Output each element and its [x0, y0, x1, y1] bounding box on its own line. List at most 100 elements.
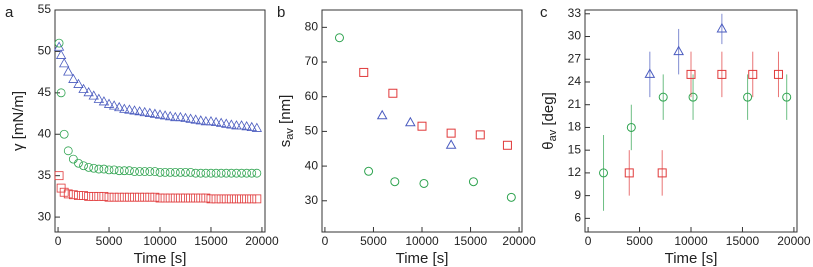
marker — [216, 168, 226, 178]
marker — [658, 92, 668, 102]
x-tick-label: 0 — [585, 234, 592, 248]
marker — [149, 108, 161, 118]
marker — [104, 165, 114, 175]
y-axis-title-unit: [nm] — [277, 95, 294, 128]
marker — [125, 192, 134, 202]
marker — [186, 167, 195, 177]
x-tick-label: 15000 — [194, 234, 228, 248]
marker — [626, 122, 636, 132]
y-axis-title-unit: [deg] — [540, 92, 557, 130]
marker — [175, 111, 186, 122]
marker — [54, 38, 64, 48]
marker — [242, 168, 252, 178]
marker — [215, 117, 227, 127]
marker — [135, 192, 145, 202]
y-tick-label: 27 — [568, 51, 582, 65]
y-tick-label: 60 — [305, 89, 319, 103]
marker — [252, 194, 262, 204]
marker — [206, 194, 216, 204]
marker — [99, 191, 109, 201]
marker — [232, 194, 241, 204]
marker — [226, 194, 236, 204]
marker — [58, 58, 70, 68]
marker — [130, 167, 139, 176]
marker — [364, 166, 374, 176]
y-tick-label: 9 — [574, 188, 581, 202]
panel-label: b — [277, 4, 285, 21]
marker — [468, 177, 478, 187]
y-tick-label: 45 — [38, 85, 52, 99]
marker — [205, 116, 217, 126]
marker — [68, 154, 78, 164]
marker — [139, 106, 150, 117]
marker — [134, 106, 145, 116]
marker — [94, 191, 104, 201]
y-axis-title-main: s — [277, 140, 294, 148]
marker — [53, 41, 65, 51]
marker — [237, 168, 246, 178]
marker — [221, 194, 231, 204]
marker — [109, 192, 119, 202]
marker — [170, 111, 181, 122]
x-tick-label: 0 — [322, 234, 329, 248]
marker — [144, 107, 155, 117]
marker — [657, 168, 667, 178]
y-tick-label: 55 — [38, 2, 52, 16]
marker — [251, 122, 263, 132]
marker — [624, 168, 634, 178]
marker — [79, 161, 88, 171]
y-tick-label: 30 — [305, 193, 319, 207]
marker — [55, 49, 67, 59]
marker — [56, 88, 66, 98]
marker — [216, 194, 226, 204]
marker — [673, 45, 685, 56]
marker — [247, 168, 257, 178]
marker — [94, 164, 104, 174]
marker — [155, 167, 165, 177]
x-tick-label: 0 — [55, 234, 62, 248]
marker — [89, 191, 99, 201]
marker — [165, 167, 175, 177]
marker — [145, 167, 155, 176]
marker — [236, 120, 247, 130]
marker — [206, 168, 216, 178]
marker — [196, 193, 206, 203]
marker — [140, 192, 150, 202]
marker — [98, 96, 110, 106]
marker — [502, 140, 512, 150]
marker — [73, 78, 84, 88]
marker — [109, 165, 119, 175]
marker — [68, 73, 79, 83]
y-tick-label: 18 — [568, 120, 582, 134]
marker — [334, 33, 344, 43]
marker — [83, 87, 94, 97]
marker — [181, 193, 190, 203]
marker — [226, 168, 236, 178]
marker — [180, 112, 191, 122]
marker — [201, 168, 211, 178]
marker — [773, 69, 783, 79]
marker — [196, 168, 206, 178]
x-tick-label: 10000 — [143, 234, 177, 248]
marker — [145, 192, 155, 202]
marker — [59, 129, 69, 139]
panel-label: a — [5, 4, 14, 21]
marker — [119, 166, 129, 176]
marker — [84, 191, 94, 201]
marker — [748, 69, 758, 79]
marker — [743, 92, 753, 102]
marker — [506, 192, 516, 202]
x-tick-label: 20000 — [777, 234, 811, 248]
marker — [84, 162, 94, 172]
marker — [124, 104, 135, 114]
marker — [599, 168, 609, 178]
marker — [74, 158, 83, 168]
x-tick-label: 20000 — [245, 234, 279, 248]
marker — [175, 167, 185, 177]
marker — [716, 22, 728, 33]
marker — [125, 166, 134, 176]
x-tick-label: 5000 — [360, 234, 387, 248]
marker — [165, 111, 176, 121]
marker — [210, 116, 222, 127]
